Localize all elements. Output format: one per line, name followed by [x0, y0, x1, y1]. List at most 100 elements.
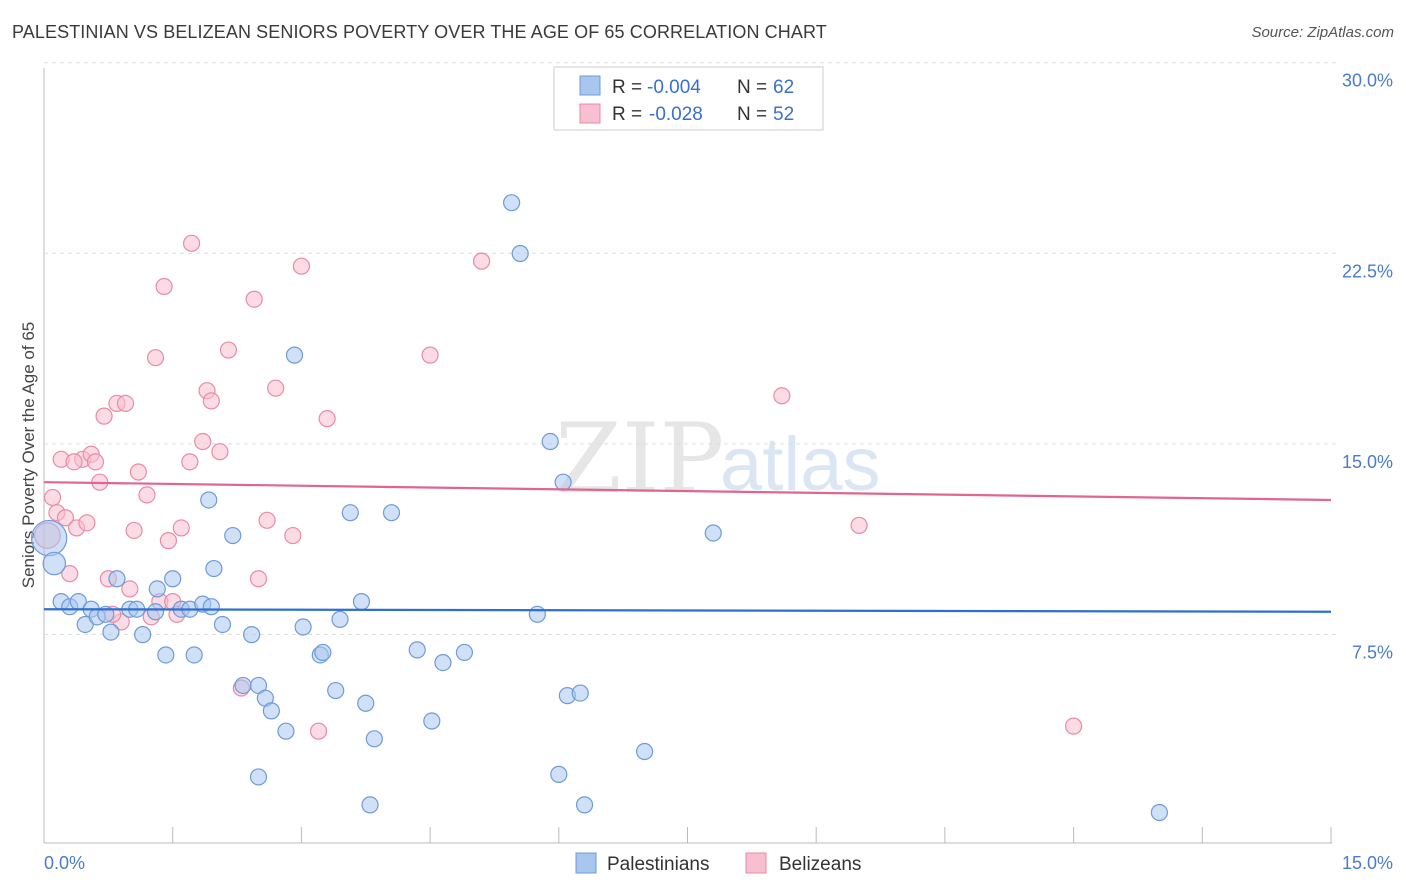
belizean-point-39 — [258, 511, 276, 529]
palestinian-point-31 — [277, 722, 295, 740]
y-tick-label-1: 15.0% — [1342, 452, 1393, 472]
palestinian-point-20 — [185, 646, 203, 664]
belizean-point-48 — [850, 516, 868, 534]
palestinian-point-58 — [1150, 803, 1169, 822]
belizean-point-43 — [309, 722, 328, 740]
belizean-point-45 — [421, 346, 439, 364]
palestinian-point-10 — [108, 570, 126, 588]
palestinian-point-37 — [331, 610, 349, 628]
belizean-point-49 — [1064, 717, 1083, 735]
palestinian-point-17 — [164, 570, 182, 588]
y-tick-labels: 7.5% 15.0% 22.5% 30.0% — [1342, 71, 1393, 663]
x-tick-label-left: 0.0% — [44, 853, 85, 873]
belizean-point-51 — [65, 453, 83, 471]
belizean-point-40 — [267, 379, 285, 397]
palestinian-point-1 — [42, 551, 67, 576]
palestinian-point-40 — [357, 694, 375, 712]
series-legend: Palestinians Belizeans — [575, 852, 861, 875]
palestinian-point-22 — [200, 491, 218, 509]
palestinian-point-41 — [365, 730, 383, 748]
belizean-point-42 — [292, 257, 310, 275]
series-legend-label-palestinians: Palestinians — [607, 854, 709, 875]
belizean-point-17 — [121, 580, 139, 598]
belizean-point-47 — [773, 387, 791, 405]
palestinian-point-56 — [635, 742, 654, 761]
belizeans-trend-line — [43, 481, 1332, 502]
legend-r-label-1: R = — [612, 77, 642, 98]
palestinian-point-49 — [528, 605, 546, 623]
belizean-point-41 — [284, 526, 302, 545]
x-tick-label-right: 15.0% — [1342, 853, 1393, 873]
source-credit: Source: ZipAtlas.com — [1251, 24, 1394, 41]
palestinian-point-51 — [554, 473, 572, 491]
legend-swatch-blue — [579, 75, 601, 96]
palestinian-point-48 — [511, 244, 529, 263]
palestinian-point-46 — [455, 643, 474, 662]
palestinian-point-44 — [423, 712, 441, 730]
trend-lines — [43, 481, 1332, 613]
palestinian-point-35 — [314, 643, 332, 662]
y-tick-label-3: 30.0% — [1342, 71, 1393, 91]
series-legend-swatch-belizeans — [745, 852, 767, 874]
palestinian-point-5 — [76, 615, 94, 634]
stats-legend: R = -0.004 N = 62 R = -0.028 N = 52 — [553, 66, 824, 131]
palestinian-point-43 — [408, 641, 426, 659]
belizean-point-33 — [202, 392, 220, 410]
gridlines — [44, 62, 1339, 635]
belizean-point-16 — [116, 394, 135, 413]
palestinian-point-32 — [285, 346, 304, 364]
palestinian-point-45 — [434, 653, 452, 672]
belizean-point-20 — [138, 486, 156, 504]
palestinian-point-16 — [157, 646, 175, 664]
palestinian-point-25 — [224, 526, 242, 545]
y-tick-label-0: 7.5% — [1352, 642, 1393, 662]
legend-n-value-1: 62 — [773, 77, 794, 98]
legend-r-value-2: -0.028 — [649, 104, 703, 125]
chart-title: PALESTINIAN VS BELIZEAN SENIORS POVERTY … — [12, 22, 827, 42]
belizean-point-1 — [43, 488, 62, 507]
palestinian-point-47 — [503, 194, 521, 212]
belizean-point-37 — [245, 290, 263, 308]
belizean-point-44 — [318, 410, 336, 428]
series-legend-label-belizeans: Belizeans — [779, 854, 861, 875]
palestinian-point-36 — [327, 681, 345, 700]
palestinian-point-26 — [234, 676, 252, 695]
belizean-point-38 — [249, 570, 268, 588]
belizean-point-10 — [86, 453, 105, 471]
palestinian-point-50 — [541, 432, 559, 451]
belizean-point-31 — [194, 432, 212, 451]
palestinian-point-55 — [575, 796, 594, 814]
belizean-point-34 — [211, 443, 229, 461]
palestinians-trend-line — [43, 608, 1332, 613]
watermark-zip: ZIP — [555, 403, 724, 515]
y-tick-label-2: 22.5% — [1342, 261, 1393, 281]
x-ticks — [43, 827, 1332, 843]
palestinian-point-33 — [294, 618, 312, 636]
palestinian-point-24 — [213, 615, 232, 634]
series-legend-swatch-palestinians — [575, 852, 597, 874]
palestinian-point-23 — [205, 559, 223, 578]
belizean-point-46 — [472, 252, 491, 270]
legend-n-label-2: N = — [737, 104, 767, 125]
palestinian-point-38 — [341, 504, 359, 522]
belizean-point-19 — [129, 463, 147, 481]
belizean-point-12 — [95, 407, 113, 425]
belizean-point-5 — [61, 565, 79, 583]
palestinian-point-59 — [249, 768, 268, 786]
belizean-point-30 — [182, 234, 201, 252]
belizean-point-29 — [181, 453, 199, 471]
legend-r-label-2: R = — [612, 104, 642, 125]
belizean-point-35 — [219, 341, 238, 359]
palestinian-point-60 — [361, 796, 379, 814]
palestinian-point-0 — [30, 519, 68, 557]
palestinian-point-42 — [382, 504, 401, 522]
legend-n-label-1: N = — [737, 77, 767, 98]
legend-n-value-2: 52 — [773, 104, 794, 125]
y-axis-label: Seniors Poverty Over the Age of 65 — [19, 322, 38, 588]
palestinian-point-14 — [146, 603, 165, 621]
palestinian-point-27 — [243, 626, 261, 644]
belizean-point-8 — [78, 514, 96, 532]
palestinian-point-57 — [704, 524, 722, 542]
palestinian-point-30 — [262, 702, 280, 720]
belizean-point-25 — [159, 532, 178, 550]
